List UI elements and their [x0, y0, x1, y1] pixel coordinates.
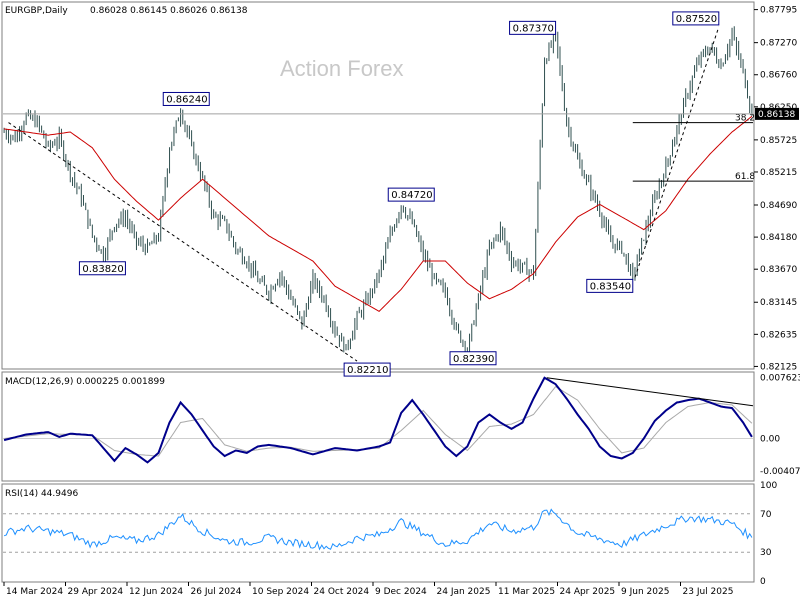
macd-tick-label: 0.00: [760, 434, 780, 444]
price-label: 0.84720: [391, 190, 432, 201]
price-label: 0.87520: [676, 14, 717, 25]
price-label: 0.82390: [453, 354, 494, 365]
fib-level-label: 61.8: [735, 172, 755, 182]
rsi-tick-label: 30: [760, 548, 772, 558]
price-tick-label: 0.86760: [760, 71, 797, 81]
rsi-tick-label: 70: [760, 510, 772, 520]
x-tick-label: 24 Jan 2025: [437, 587, 491, 597]
rsi-tick-label: 0: [760, 577, 766, 587]
x-tick-label: 29 Apr 2024: [68, 587, 124, 597]
rsi-tick-label: 100: [760, 481, 777, 491]
price-tick-label: 0.82125: [760, 362, 797, 372]
axis-layer: 0.87795 0.87270 0.86760 0.86250 0.85725 0.852…: [3, 6, 800, 597]
x-tick-label: 24 Oct 2024: [314, 587, 370, 597]
macd-layer: [3, 376, 754, 464]
x-tick-label: 26 Jul 2024: [191, 587, 242, 597]
trend-line-dashed: [634, 26, 720, 278]
macd-title: MACD(12,26,9) 0.000225 0.001899: [5, 377, 165, 387]
price-tick-label: 0.83145: [760, 298, 797, 308]
macd-panel-frame: [1, 371, 755, 482]
price-tick-label: 0.84180: [760, 233, 797, 243]
macd-tick-label: 0.007623: [760, 374, 800, 384]
macd-trend-line: [546, 377, 754, 407]
rsi-layer: [3, 508, 753, 553]
price-tick-label: 0.87795: [760, 6, 797, 16]
watermark: Action Forex: [280, 56, 404, 81]
price-tick-label: 0.85725: [760, 136, 797, 146]
symbol-label: EURGBP,Daily: [5, 6, 68, 16]
macd-signal-line: [4, 385, 753, 457]
price-label-box: [586, 278, 634, 293]
macd-tick-label: -0.004073: [760, 467, 800, 477]
rsi-line: [3, 508, 753, 551]
price-label: 0.83820: [82, 264, 123, 275]
price-label: 0.83540: [590, 281, 631, 292]
price-label-box: [449, 351, 497, 366]
rsi-panel-frame: [1, 483, 755, 583]
price-label-box: [343, 362, 391, 377]
price-label: 0.87370: [513, 23, 554, 34]
sma-line: [4, 115, 753, 313]
price-label: 0.86240: [166, 94, 207, 105]
current-price-box: [755, 107, 799, 120]
x-tick-label: 24 Apr 2025: [560, 587, 616, 597]
ohlc-values: 0.86028 0.86145 0.86026 0.86138: [90, 6, 248, 16]
price-tick-label: 0.84690: [760, 201, 797, 211]
fib-level-label: 38.2: [735, 114, 755, 124]
x-tick-label: 9 Dec 2024: [375, 587, 427, 597]
x-tick-label: 14 Mar 2024: [6, 587, 63, 597]
x-tick-label: 10 Sep 2024: [252, 587, 309, 597]
trend-line-dashed: [8, 122, 358, 362]
price-tick-label: 0.86250: [760, 103, 797, 113]
price-tick-label: 0.85215: [760, 168, 797, 178]
price-label: 0.82210: [347, 365, 388, 376]
rsi-title: RSI(14) 44.9496: [5, 489, 78, 499]
current-price-label: 0.86138: [758, 110, 795, 120]
price-label-box: [672, 11, 720, 26]
x-tick-label: 9 Jun 2025: [621, 587, 669, 597]
price-label-box: [78, 261, 126, 276]
price-tick-label: 0.82635: [760, 330, 797, 340]
price-tick-label: 0.83670: [760, 265, 797, 275]
price-label-box: [387, 187, 435, 202]
price-tick-label: 0.87270: [760, 39, 797, 49]
macd-main-line: [3, 376, 753, 464]
x-tick-label: 12 Jun 2024: [129, 587, 183, 597]
price-label-box: [162, 91, 210, 106]
x-tick-label: 11 Mar 2025: [498, 587, 555, 597]
price-layer: 38.2 61.8 0.86240 0.83820 0.82210 0.84720 0.82…: [3, 11, 755, 377]
x-tick-label: 23 Jul 2025: [683, 587, 734, 597]
price-label-box: [509, 20, 557, 35]
